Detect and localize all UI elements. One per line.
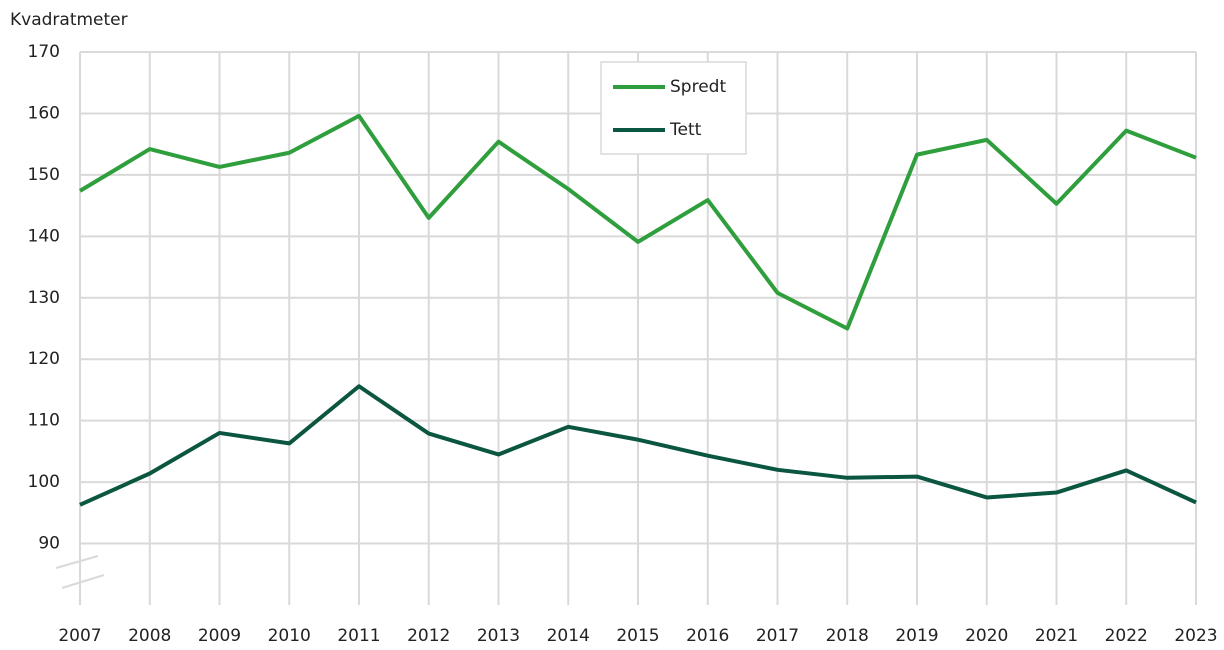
- x-tick-label: 2013: [477, 626, 520, 646]
- x-tick-label: 2021: [1035, 626, 1078, 646]
- grid: [79, 51, 1197, 605]
- x-tick-label: 2009: [198, 626, 241, 646]
- y-tick-label: 120: [28, 349, 60, 369]
- x-tick-label: 2018: [826, 626, 869, 646]
- legend-box: [600, 61, 747, 155]
- axis-break: [61, 574, 105, 589]
- y-tick-label: 150: [28, 165, 60, 185]
- y-tick-label: 140: [28, 226, 60, 246]
- y-tick-label: 90: [38, 534, 60, 554]
- series-line: [79, 384, 1197, 507]
- x-tick-label: 2023: [1174, 626, 1217, 646]
- legend-label: Tett: [669, 120, 702, 140]
- x-tick-label: 2012: [407, 626, 450, 646]
- y-tick-label: 130: [28, 288, 60, 308]
- series-line: [78, 113, 1197, 331]
- x-tick-label: 2019: [895, 626, 938, 646]
- x-tick-label: 2008: [128, 626, 171, 646]
- y-tick-label: 110: [28, 411, 60, 431]
- x-tick-label: 2007: [58, 626, 101, 646]
- x-tick-label: 2020: [965, 626, 1008, 646]
- legend-label: Spredt: [670, 77, 726, 97]
- y-tick-label: 170: [28, 42, 60, 62]
- y-axis-label: Kvadratmeter: [10, 10, 128, 30]
- x-tick-label: 2016: [686, 626, 729, 646]
- x-tick-label: 2022: [1105, 626, 1148, 646]
- axis-break: [55, 555, 99, 569]
- x-tick-label: 2017: [756, 626, 799, 646]
- x-tick-label: 2010: [268, 626, 311, 646]
- x-tick-label: 2014: [547, 626, 590, 646]
- y-tick-label: 100: [28, 472, 60, 492]
- y-tick-label: 160: [28, 103, 60, 123]
- x-tick-label: 2011: [337, 626, 380, 646]
- x-tick-label: 2015: [616, 626, 659, 646]
- marks: [78, 113, 1197, 507]
